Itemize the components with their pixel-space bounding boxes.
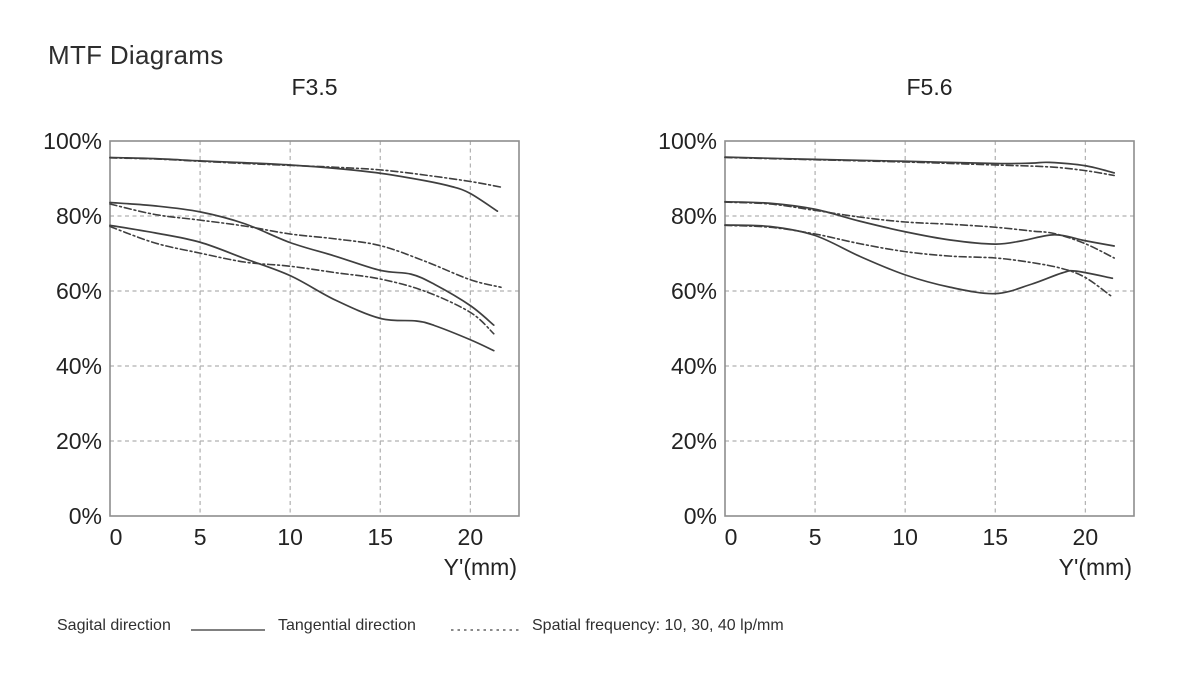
x-tick-label: 20 [458,524,484,550]
legend: Sagital direction Tangential direction S… [0,614,1200,644]
x-tick-label: 5 [809,524,822,550]
mtf-chart-f3-5: 100% 80% 60% 40% 20% 0% 0 5 10 15 20 Y'(mm) [43,128,520,580]
plot-border [724,140,1135,517]
x-tick-label: 10 [892,524,918,550]
x-axis-label: Y'(mm) [444,554,517,580]
curve-tangential-40lpmm [109,225,495,335]
x-axis-label: Y'(mm) [1059,554,1132,580]
y-tick-label: 60% [56,278,102,304]
curve-tangential-30lpmm [724,201,1115,259]
curve-sagittal-40lpmm [109,224,495,352]
plot-border [109,140,520,517]
y-tick-label: 0% [684,503,717,529]
x-tick-label: 5 [194,524,207,550]
y-tick-label: 80% [671,203,717,229]
dotted-line-icon [451,629,521,631]
chart-title-f3-5: F3.5 [291,74,338,100]
x-tick-label: 10 [277,524,303,550]
x-tick-label: 0 [110,524,123,550]
curve-tangential-40lpmm [724,224,1114,298]
y-tick-label: 100% [658,128,717,154]
y-tick-label: 20% [671,428,717,454]
y-tick-label: 80% [56,203,102,229]
legend-sagittal-direction-label: Sagital direction [57,617,171,634]
legend-spatial-frequency-label: Spatial frequency: 10, 30, 40 lp/mm [532,617,784,634]
curve-sagittal-10lpmm [724,156,1116,174]
y-tick-label: 20% [56,428,102,454]
x-tick-label: 0 [725,524,738,550]
y-tick-label: 100% [43,128,102,154]
chart-title-f5-6: F5.6 [906,74,953,100]
y-tick-label: 40% [671,353,717,379]
curve-sagittal-30lpmm [109,201,495,326]
x-tick-label: 20 [1073,524,1099,550]
solid-line-icon [191,629,265,631]
curve-tangential-30lpmm [109,203,502,289]
page-title: MTF Diagrams [48,40,224,70]
mtf-chart-f5-6: 100% 80% 60% 40% 20% 0% 0 5 10 15 20 Y'(mm) [658,128,1135,580]
x-tick-label: 15 [367,524,393,550]
y-tick-label: 60% [671,278,717,304]
x-tick-label: 15 [982,524,1008,550]
curve-tangential-10lpmm [109,157,502,188]
curve-sagittal-30lpmm [724,200,1116,247]
y-tick-label: 40% [56,353,102,379]
curve-tangential-10lpmm [724,156,1115,177]
y-tick-label: 0% [69,503,102,529]
legend-tangential-direction-label: Tangential direction [278,617,416,634]
